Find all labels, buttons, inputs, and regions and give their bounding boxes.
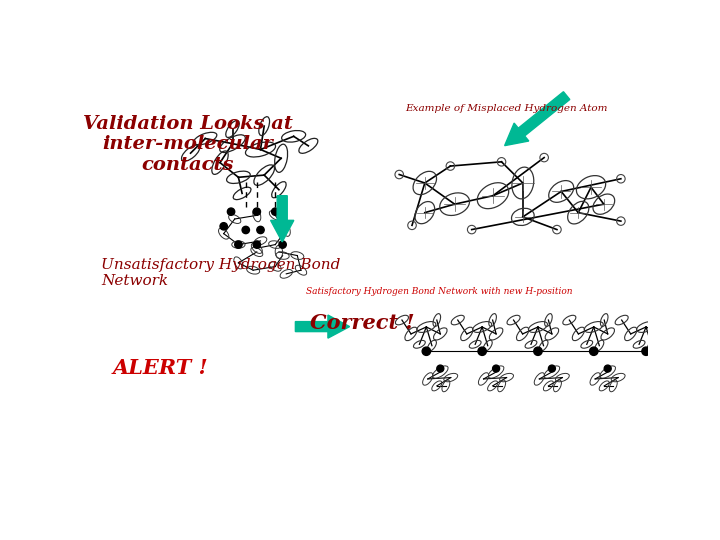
Text: Satisfactory Hydrogen Bond Network with new H-position: Satisfactory Hydrogen Bond Network with … (305, 287, 572, 296)
Circle shape (271, 208, 279, 215)
Circle shape (604, 365, 611, 372)
Circle shape (220, 222, 228, 230)
Text: ALERT !: ALERT ! (112, 359, 208, 379)
Circle shape (257, 226, 264, 234)
Circle shape (478, 347, 486, 355)
Text: Unsatisfactory Hydrogen Bond
Network: Unsatisfactory Hydrogen Bond Network (101, 258, 341, 288)
Circle shape (253, 241, 261, 248)
FancyArrow shape (505, 92, 570, 146)
Text: Correct !: Correct ! (310, 313, 415, 333)
Circle shape (275, 222, 282, 230)
Circle shape (534, 347, 542, 355)
Circle shape (549, 365, 555, 372)
Circle shape (253, 208, 261, 215)
Circle shape (642, 347, 650, 355)
Circle shape (590, 347, 598, 355)
Circle shape (242, 226, 249, 234)
Circle shape (422, 347, 431, 355)
Circle shape (279, 241, 287, 248)
Text: Example of Misplaced Hydrogen Atom: Example of Misplaced Hydrogen Atom (405, 104, 608, 113)
Circle shape (228, 208, 235, 215)
Circle shape (235, 241, 242, 248)
Circle shape (492, 365, 500, 372)
FancyArrow shape (295, 315, 350, 338)
Circle shape (437, 365, 444, 372)
FancyArrow shape (271, 195, 294, 242)
Text: Validation Looks at
inter-molecular
contacts: Validation Looks at inter-molecular cont… (83, 114, 292, 174)
